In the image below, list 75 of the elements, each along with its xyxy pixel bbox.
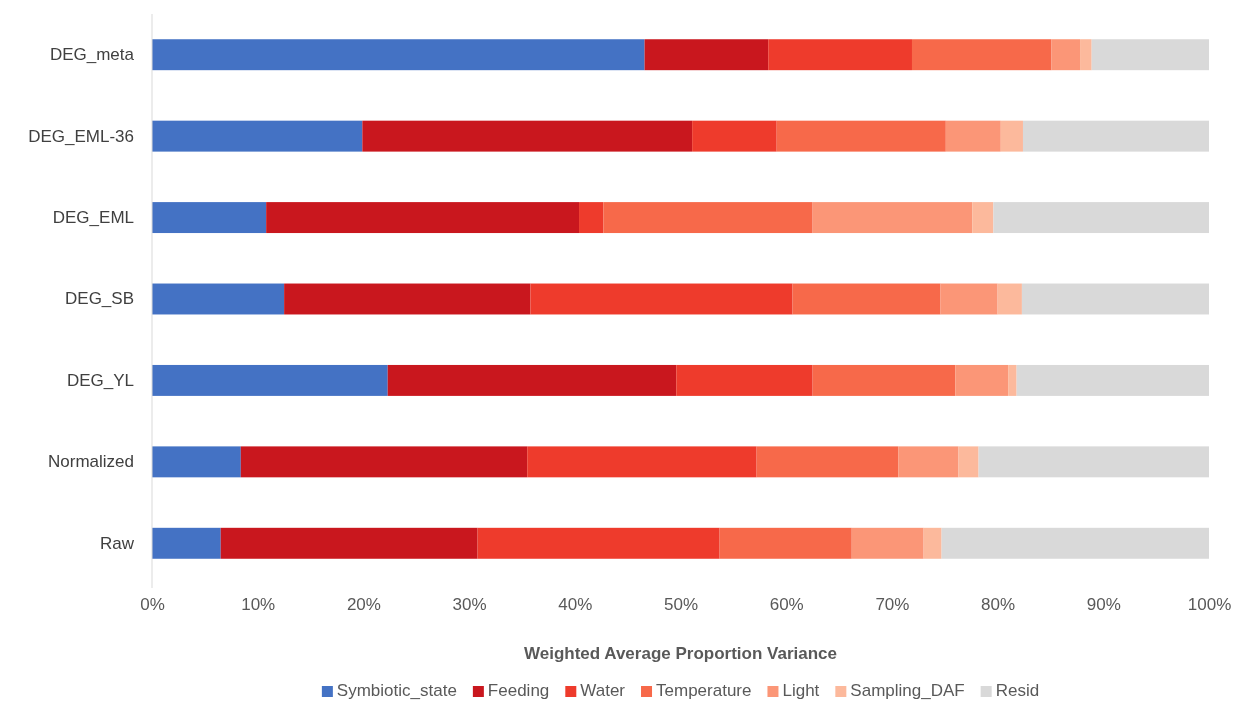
x-tick-label: 70% [875, 595, 910, 615]
bar [1051, 39, 1081, 71]
bar [284, 283, 531, 315]
bar [851, 527, 924, 559]
bar [603, 202, 813, 234]
bar [812, 364, 956, 396]
bar [911, 39, 1052, 71]
bar [1080, 39, 1092, 71]
bar [266, 202, 580, 234]
x-tick-label: 10% [241, 595, 276, 615]
bar [997, 283, 1022, 315]
bar [945, 120, 1001, 152]
bar [387, 364, 677, 396]
y-tick-label: DEG_YL [66, 370, 134, 390]
bar [644, 39, 769, 71]
bar [993, 202, 1209, 234]
bar [812, 202, 973, 234]
bar [1016, 364, 1209, 396]
x-tick-label: 50% [663, 595, 699, 615]
bar [792, 283, 941, 315]
x-tick-label: 30% [452, 595, 487, 615]
bar [898, 446, 959, 478]
bar [719, 527, 852, 559]
bar [676, 364, 813, 396]
bar [220, 527, 478, 559]
bar [958, 446, 979, 478]
bar [1022, 120, 1209, 152]
bar [527, 446, 757, 478]
bar [1021, 283, 1209, 315]
bar [756, 446, 899, 478]
bar [1000, 120, 1023, 152]
y-tick-label: DEG_EML [52, 208, 134, 228]
bar [152, 120, 363, 152]
bar [1091, 39, 1209, 71]
y-tick-label: DEG_meta [49, 45, 135, 65]
bar [530, 283, 793, 315]
legend-label: Sampling_DAF [850, 681, 965, 700]
bar [152, 283, 285, 315]
bar [776, 120, 946, 152]
legend-label: Symbiotic_state [336, 681, 457, 700]
legend-label: Temperature [656, 681, 752, 700]
x-tick-label: 90% [1086, 595, 1121, 615]
bar [152, 527, 221, 559]
legend-label: Resid [995, 681, 1040, 700]
bar [972, 202, 994, 234]
bar [940, 283, 998, 315]
legend-label: Light [782, 681, 820, 700]
x-axis-title: Weighted Average Proportion Variance [523, 644, 838, 663]
bar [579, 202, 604, 234]
x-tick-label: 60% [769, 595, 804, 615]
bar [240, 446, 528, 478]
bar [477, 527, 720, 559]
bar [152, 446, 241, 478]
legend-label: Feeding [487, 681, 550, 700]
x-tick-label: 100% [1187, 595, 1232, 615]
y-tick-label: DEG_EML-36 [28, 126, 134, 146]
y-tick-label: DEG_SB [65, 289, 134, 309]
bar [768, 39, 912, 71]
x-tick-label: 80% [981, 595, 1016, 615]
y-tick-label: Normalized [48, 452, 134, 472]
y-tick-label: Raw [99, 533, 135, 553]
bar [152, 364, 388, 396]
x-tick-label: 40% [558, 595, 593, 615]
bar [923, 527, 942, 559]
x-tick-label: 0% [140, 595, 165, 615]
bar [362, 120, 693, 152]
legend-label: Water [580, 681, 626, 700]
bar [978, 446, 1209, 478]
bar [941, 527, 1209, 559]
bar [1008, 364, 1017, 396]
bar [955, 364, 1009, 396]
bar [152, 202, 267, 234]
bar [692, 120, 777, 152]
x-tick-label: 20% [346, 595, 381, 615]
bar [152, 39, 645, 71]
